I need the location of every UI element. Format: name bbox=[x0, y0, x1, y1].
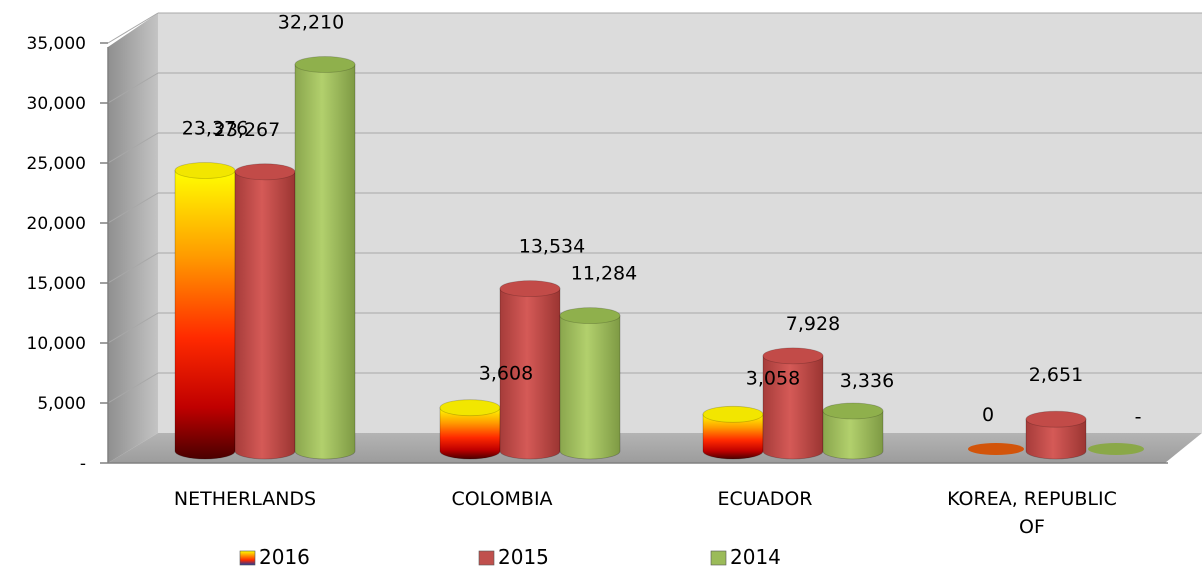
data-label: 32,210 bbox=[278, 11, 344, 33]
bar-2015-0 bbox=[234, 163, 296, 460]
y-tick-label: 15,000 bbox=[27, 274, 86, 294]
bar-2014-3 bbox=[1088, 443, 1144, 455]
data-label: 2,651 bbox=[1029, 364, 1083, 386]
bar-2015-1 bbox=[499, 280, 561, 460]
legend-label: 2015 bbox=[498, 545, 549, 569]
legend: 2016 2015 2014 bbox=[239, 545, 781, 569]
gridline-side bbox=[107, 372, 159, 404]
category-label: KOREA, REPUBLIC bbox=[947, 488, 1117, 510]
legend-item-2016: 2016 bbox=[239, 545, 310, 569]
gridline-side bbox=[107, 72, 159, 104]
data-label: 23,267 bbox=[214, 119, 280, 141]
floor bbox=[108, 433, 1202, 463]
data-label: 3,058 bbox=[746, 367, 800, 389]
bar-2014-2 bbox=[822, 402, 884, 460]
y-tick-label: 10,000 bbox=[27, 334, 86, 354]
category-label: ECUADOR bbox=[718, 488, 813, 510]
legend-label: 2016 bbox=[259, 545, 310, 569]
y-tick-label: 5,000 bbox=[37, 394, 86, 414]
legend-item-2015: 2015 bbox=[478, 545, 549, 569]
gridline-side bbox=[107, 132, 159, 164]
legend-swatch bbox=[478, 550, 495, 566]
data-label: 0 bbox=[982, 404, 994, 426]
side-wall bbox=[108, 13, 158, 463]
legend-label: 2014 bbox=[730, 545, 781, 569]
bar-2016-3 bbox=[968, 443, 1024, 455]
legend-item-2014: 2014 bbox=[710, 545, 781, 569]
bar-2016-1 bbox=[439, 399, 501, 460]
bar-2016-2 bbox=[702, 405, 764, 460]
bar-2015-3 bbox=[1025, 410, 1087, 460]
category-label: COLOMBIA bbox=[451, 488, 552, 510]
gridline-side bbox=[107, 252, 159, 284]
category-label: OF bbox=[1019, 516, 1045, 538]
legend-swatch bbox=[710, 550, 727, 566]
bars bbox=[174, 56, 1144, 460]
category-label: NETHERLANDS bbox=[174, 488, 316, 510]
bar-2014-0 bbox=[294, 56, 356, 460]
data-label: 3,608 bbox=[479, 363, 533, 385]
data-label: 7,928 bbox=[786, 313, 840, 335]
gridline-side bbox=[107, 192, 159, 224]
data-label: 13,534 bbox=[519, 236, 585, 258]
y-tick-label: - bbox=[80, 454, 86, 474]
y-tick-label: 20,000 bbox=[27, 214, 86, 234]
y-axis-ticks: - 5,000 10,000 15,000 20,000 25,000 30,000 35,0… bbox=[27, 34, 108, 474]
gridline-side bbox=[107, 312, 159, 344]
data-label: - bbox=[1135, 406, 1142, 428]
legend-swatch bbox=[239, 550, 256, 566]
y-tick-label: 35,000 bbox=[27, 34, 86, 54]
bar-2015-2 bbox=[762, 347, 824, 460]
category-labels: NETHERLANDS COLOMBIA ECUADOR KOREA, REPUBLI… bbox=[174, 488, 1117, 538]
data-label: 23,376 bbox=[182, 117, 248, 139]
data-label: 3,336 bbox=[840, 370, 894, 392]
bar-2014-1 bbox=[559, 307, 621, 460]
y-tick-label: 25,000 bbox=[27, 154, 86, 174]
gridline-side bbox=[107, 12, 159, 44]
y-tick-label: 30,000 bbox=[27, 94, 86, 114]
bar-2016-0 bbox=[174, 162, 236, 460]
data-label: 11,284 bbox=[571, 263, 637, 285]
